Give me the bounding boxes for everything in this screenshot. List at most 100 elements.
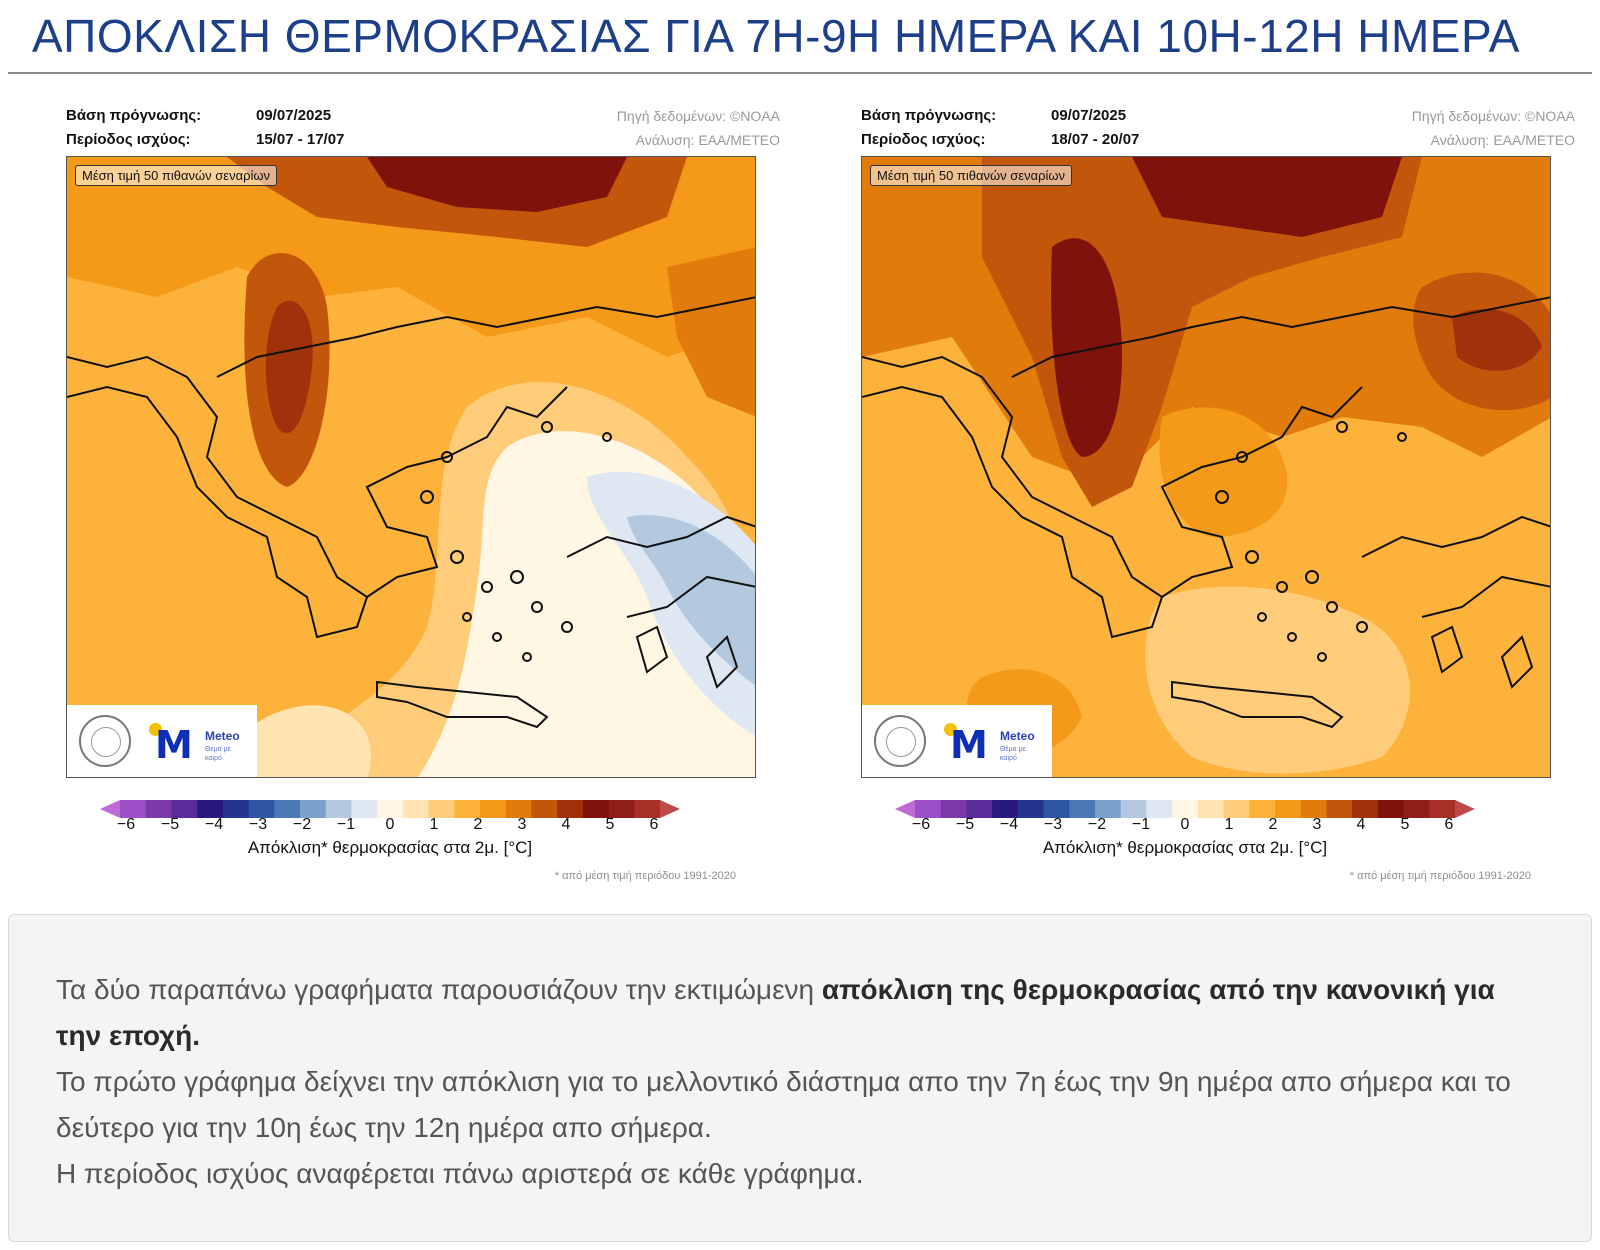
info-p1-bold: απόκλιση της θερμοκρασίας από την κανονι… [56, 974, 1495, 1051]
colorbar-tick-label: −1 [1131, 816, 1151, 833]
anomaly-map-graphic [862, 157, 1550, 777]
colorbar-tick-label: −3 [1043, 816, 1063, 833]
colorbar-swatch [531, 800, 558, 818]
colorbar-swatch [222, 800, 250, 818]
forecast-meta: Βάση πρόγνωσης: 09/07/2025 Περίοδος ισχύο… [66, 104, 344, 152]
colorbar-swatch [1223, 800, 1250, 818]
colorbar-tick-label: 3 [1312, 816, 1322, 833]
academy-seal-icon [79, 715, 131, 767]
colorbar-swatch [1429, 800, 1456, 818]
sun-icon [149, 723, 162, 736]
colorbar-swatch [300, 800, 327, 818]
colorbar-ticks: −6 −5 −4 −3 −2 −1 0 1 2 3 4 5 6 [895, 816, 1475, 836]
period-label: Περίοδος ισχύος: [861, 131, 986, 148]
colorbar-tick-label: 6 [649, 816, 659, 833]
colorbar-swatch [1326, 800, 1353, 818]
colorbar-tick-label: 2 [473, 816, 483, 833]
anomaly-map: Μέση τιμή 50 πιθανών σεναρίων M Meteo Θέ… [66, 156, 756, 778]
forecast-panel-days-7-9: Βάση πρόγνωσης: 09/07/2025 Περίοδος ισχύο… [60, 96, 780, 916]
colorbar-swatch [1403, 800, 1430, 818]
colorbar-swatch [1120, 800, 1147, 818]
colorbar-swatch [1043, 800, 1070, 818]
colorbar-tick-label: −4 [204, 816, 224, 833]
colorbar-swatch [454, 800, 481, 818]
colorbar-footnote: * από μέση τιμή περιόδου 1991-2020 [1349, 870, 1531, 882]
colorbar-footnote: * από μέση τιμή περιόδου 1991-2020 [554, 870, 736, 882]
colorbar-swatch [377, 800, 404, 818]
colorbar-swatch [1197, 800, 1225, 818]
colorbar-tick-label: 5 [1400, 816, 1410, 833]
credits: Πηγή δεδομένων: ©NOAA Ανάλυση: ΕΑΑ/METEO [1412, 104, 1575, 152]
colorbar-tick-label: −5 [955, 816, 975, 833]
colorbar-swatch [582, 800, 610, 818]
colorbar-tick-label: −6 [116, 816, 136, 833]
colorbar-swatch [634, 800, 661, 818]
colorbar-label: Απόκλιση* θερμοκρασίας στα 2μ. [°C] [247, 838, 533, 857]
colorbar-swatch [1352, 800, 1379, 818]
meteo-logo-word: Meteo [1000, 729, 1035, 743]
colorbar-swatch [171, 800, 198, 818]
colorbar-swatch [557, 800, 584, 818]
colorbar-swatch [1377, 800, 1405, 818]
colorbar-swatch [274, 800, 301, 818]
colorbar-tick-label: 4 [561, 816, 571, 833]
colorbar-swatch [480, 800, 507, 818]
colorbar-swatch [402, 800, 430, 818]
colorbar-swatch [505, 800, 532, 818]
meteo-logo-icon: M [155, 723, 193, 767]
colorbar-swatch [966, 800, 993, 818]
colorbar-tick-label: 1 [1224, 816, 1234, 833]
logos-area: M Meteo Θέμα με καιρό [862, 705, 1052, 777]
sun-icon [944, 723, 957, 736]
period-label: Περίοδος ισχύος: [66, 131, 191, 148]
colorbar-arrow-left [100, 800, 120, 818]
data-source: Πηγή δεδομένων: ©NOAA [1411, 108, 1575, 124]
base-value: 09/07/2025 [1051, 107, 1127, 124]
colorbar-ticks: −6 −5 −4 −3 −2 −1 0 1 2 3 4 5 6 [100, 816, 680, 836]
info-paragraph-3: Η περίοδος ισχύος αναφέρεται πάνω αριστε… [56, 1158, 864, 1189]
meteo-logo-tag: Θέμα με καιρό [1000, 746, 1026, 762]
info-p1-normal: Τα δύο παραπάνω γραφήματα παρουσιάζουν τ… [56, 974, 822, 1005]
logos-area: M Meteo Θέμα με καιρό [67, 705, 257, 777]
colorbar-tick-label: 2 [1268, 816, 1278, 833]
colorbar-swatch [1249, 800, 1276, 818]
colorbar-arrow-right [660, 800, 680, 818]
colorbar-swatch [120, 800, 147, 818]
base-label: Βάση πρόγνωσης: [66, 107, 202, 124]
credits: Πηγή δεδομένων: ©NOAA Ανάλυση: ΕΑΑ/METEO [617, 104, 780, 152]
period-value: 18/07 - 20/07 [1051, 131, 1140, 148]
info-box: Τα δύο παραπάνω γραφήματα παρουσιάζουν τ… [8, 914, 1592, 1242]
colorbar-swatch [1095, 800, 1122, 818]
colorbar-tick-label: −5 [160, 816, 180, 833]
colorbar-swatch [197, 800, 224, 818]
colorbar-tick-label: 5 [605, 816, 615, 833]
analysis-credit: Ανάλυση: ΕΑΑ/METEO [635, 132, 780, 148]
colorbar-swatch [1300, 800, 1327, 818]
info-paragraph-1: Τα δύο παραπάνω γραφήματα παρουσιάζουν τ… [56, 967, 1536, 1059]
colorbar-tick-label: −3 [248, 816, 268, 833]
colorbar-swatch [1017, 800, 1045, 818]
colorbar-arrow-left [895, 800, 915, 818]
anomaly-map: Μέση τιμή 50 πιθανών σεναρίων M Meteo Θέ… [861, 156, 1551, 778]
info-paragraph-2: Το πρώτο γράφημα δείχνει την απόκλιση γι… [56, 1066, 1511, 1143]
colorbar-swatch [1172, 800, 1199, 818]
colorbar-swatch [145, 800, 172, 818]
data-source: Πηγή δεδομένων: ©NOAA [616, 108, 780, 124]
colorbar-swatch [1146, 800, 1173, 818]
academy-seal-icon [874, 715, 926, 767]
colorbar-tick-label: 0 [1180, 816, 1190, 833]
colorbar-label: Απόκλιση* θερμοκρασίας στα 2μ. [°C] [1042, 838, 1328, 857]
colorbar [895, 800, 1475, 818]
colorbar-tick-label: 3 [517, 816, 527, 833]
colorbar-swatch [608, 800, 635, 818]
colorbar-tick-label: −2 [1087, 816, 1107, 833]
colorbar-tick-label: −6 [911, 816, 931, 833]
meteo-logo-word: Meteo [205, 729, 240, 743]
page-title: ΑΠΟΚΛΙΣΗ ΘΕΡΜΟΚΡΑΣΙΑΣ ΓΙΑ 7Η-9Η ΗΜΕΡΑ ΚΑ… [32, 10, 1520, 62]
page-header: ΑΠΟΚΛΙΣΗ ΘΕΡΜΟΚΡΑΣΙΑΣ ΓΙΑ 7Η-9Η ΗΜΕΡΑ ΚΑ… [8, 0, 1592, 74]
colorbar-tick-label: 1 [429, 816, 439, 833]
colorbar-tick-label: −1 [336, 816, 356, 833]
info-text: Τα δύο παραπάνω γραφήματα παρουσιάζουν τ… [56, 967, 1536, 1197]
colorbar-swatch [915, 800, 942, 818]
forecast-meta: Βάση πρόγνωσης: 09/07/2025 Περίοδος ισχύο… [861, 104, 1139, 152]
